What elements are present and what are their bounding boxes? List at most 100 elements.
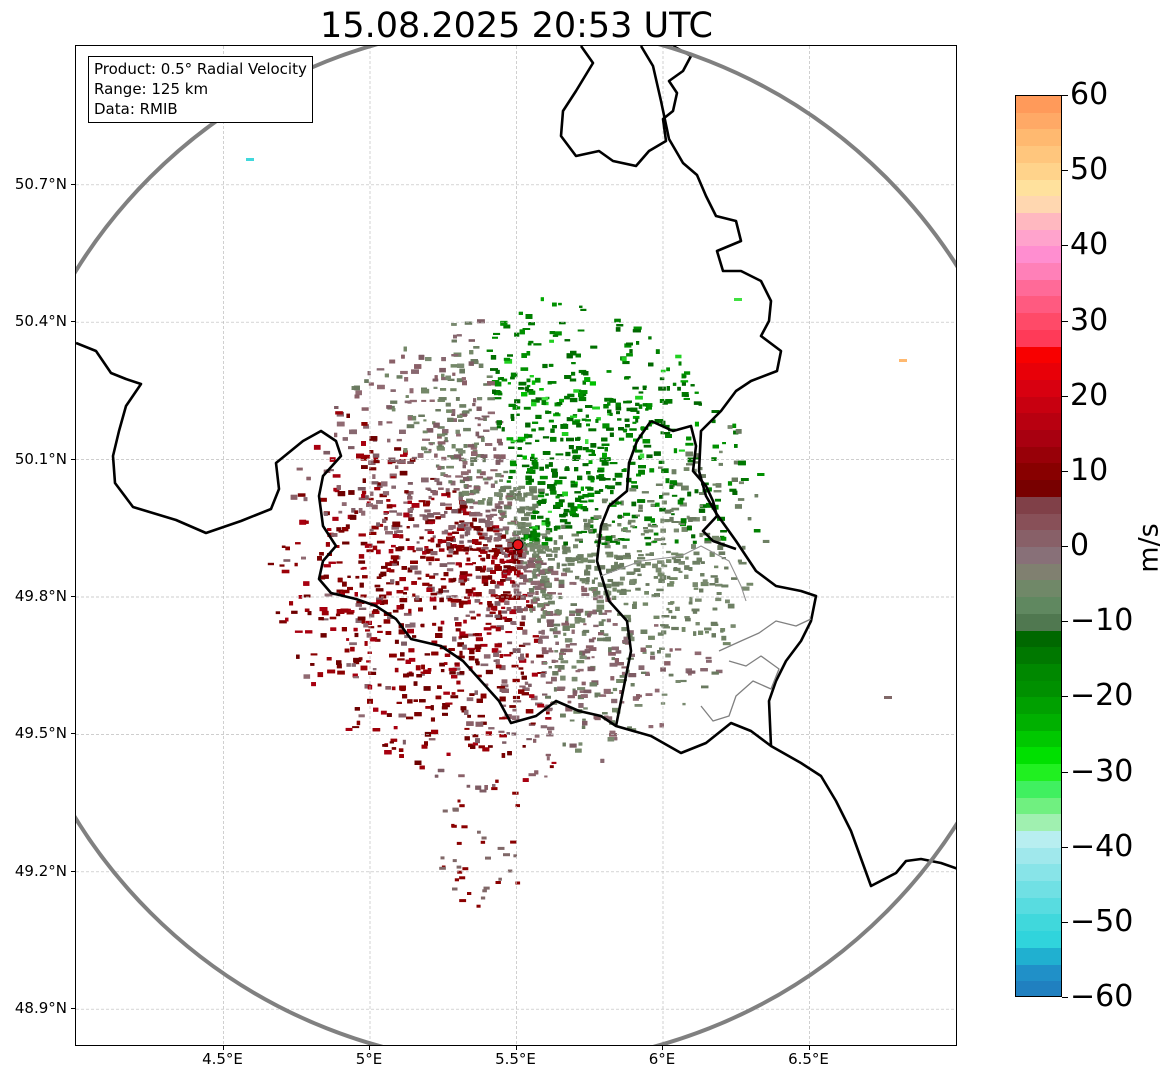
echo-pixel <box>337 491 346 497</box>
echo-pixel <box>408 517 415 521</box>
echo-pixel <box>632 386 639 390</box>
lon-tick-mark <box>222 1046 224 1050</box>
lat-tick-mark <box>71 1008 75 1010</box>
echo-pixel <box>754 494 759 498</box>
echo-pixel <box>550 428 555 433</box>
echo-pixel <box>611 535 616 539</box>
echo-pixel <box>355 618 363 623</box>
echo-pixel <box>354 632 359 638</box>
echo-pixel <box>571 449 578 454</box>
echo-pixel <box>319 575 326 580</box>
echo-pixel <box>693 587 699 590</box>
echo-pixel <box>660 543 667 546</box>
echo-pixel <box>610 490 614 495</box>
echo-pixel <box>459 604 464 608</box>
echo-pixel <box>544 775 548 778</box>
radar-site-marker[interactable] <box>512 539 524 551</box>
echo-pixel <box>631 728 637 731</box>
echo-pixel <box>582 463 589 467</box>
echo-pixel <box>428 521 435 524</box>
echo-pixel <box>446 554 453 558</box>
echo-pixel <box>385 562 392 566</box>
echo-pixel <box>704 627 712 631</box>
echo-pixel <box>462 380 467 386</box>
echo-pixel <box>721 536 727 541</box>
echo-pixel <box>319 607 328 612</box>
echo-pixel <box>636 473 641 477</box>
echo-pixel <box>404 377 409 382</box>
echo-pixel <box>553 540 558 545</box>
echo-pixel <box>653 532 659 536</box>
echo-pixel <box>289 601 294 606</box>
echo-pixel <box>459 671 465 675</box>
echo-pixel <box>595 539 599 542</box>
echo-pixel <box>279 620 287 624</box>
echo-pixel <box>491 648 499 653</box>
echo-pixel <box>475 637 483 642</box>
echo-pixel <box>391 525 400 530</box>
echo-pixel <box>510 580 515 584</box>
echo-pixel <box>307 611 312 616</box>
echo-pixel <box>727 425 733 429</box>
echo-pixel <box>619 562 625 567</box>
echo-pixel <box>671 552 679 556</box>
echo-pixel <box>416 674 422 678</box>
echo-pixel <box>538 640 543 644</box>
echo-pixel <box>458 774 465 778</box>
echo-pixel <box>559 321 566 325</box>
echo-pixel <box>509 490 515 495</box>
echo-pixel <box>475 648 481 652</box>
echo-pixel <box>521 675 527 680</box>
echo-pixel <box>386 499 391 502</box>
echo-pixel <box>576 659 585 664</box>
echo-pixel <box>521 464 530 468</box>
echo-pixel <box>446 536 454 542</box>
echo-pixel <box>572 456 579 461</box>
radar-map[interactable] <box>75 45 957 1046</box>
echo-pixel <box>518 582 527 585</box>
echo-pixel <box>353 627 358 632</box>
echo-pixel <box>496 457 504 463</box>
echo-pixel <box>408 648 415 653</box>
echo-pixel <box>621 666 629 669</box>
echo-pixel <box>513 588 520 593</box>
echo-pixel <box>401 566 407 570</box>
echo-pixel <box>684 616 690 619</box>
echo-pixel <box>588 453 596 456</box>
echo-pixel <box>574 538 583 542</box>
echo-pixel <box>549 339 554 343</box>
echo-pixel <box>371 525 379 530</box>
colorbar-tick-mark <box>1062 470 1068 472</box>
echo-pixel <box>457 414 463 418</box>
echo-pixel <box>440 856 445 860</box>
echo-pixel <box>530 695 538 701</box>
echo-pixel <box>670 480 677 485</box>
echo-pixel <box>607 402 611 406</box>
echo-pixel <box>365 629 371 632</box>
echo-pixel <box>378 421 383 426</box>
echo-pixel <box>568 445 574 450</box>
echo-pixel <box>694 489 699 494</box>
echo-pixel <box>477 714 485 718</box>
echo-pixel <box>460 471 469 476</box>
echo-pixel <box>492 605 498 611</box>
echo-pixel <box>456 433 461 437</box>
echo-pixel <box>472 592 476 597</box>
echo-pixel <box>422 430 428 434</box>
echo-pixel <box>407 492 412 497</box>
echo-pixel <box>547 567 554 572</box>
echo-pixel <box>436 445 444 450</box>
echo-pixel <box>303 581 310 586</box>
echo-pixel <box>452 636 457 642</box>
echo-pixel <box>617 418 622 421</box>
echo-pixel <box>404 635 409 639</box>
echo-pixel <box>466 493 474 496</box>
border-lu-de <box>650 419 737 551</box>
echo-pixel <box>424 509 431 513</box>
echo-pixel <box>714 537 721 542</box>
echo-pixel <box>281 569 290 574</box>
echo-pixel <box>342 527 349 532</box>
echo-pixel <box>610 569 617 571</box>
echo-pixel <box>694 391 699 394</box>
echo-pixel <box>505 539 511 542</box>
